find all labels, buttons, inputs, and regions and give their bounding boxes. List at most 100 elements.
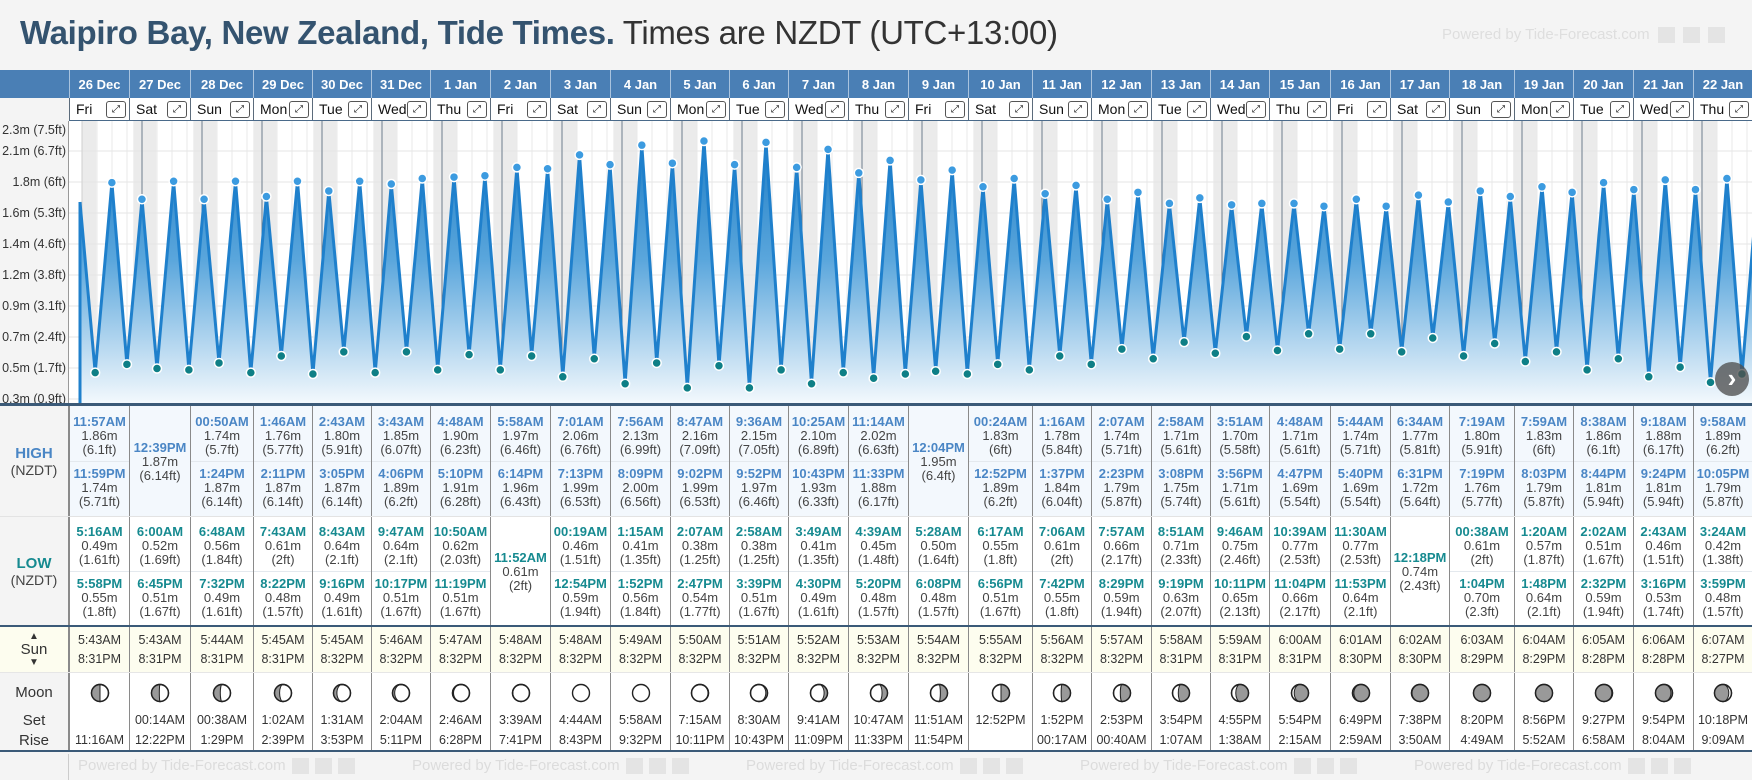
expand-day-button[interactable]: ⤢: [1009, 100, 1029, 118]
expand-day-button[interactable]: ⤢: [885, 100, 905, 118]
powered-by-watermark[interactable]: Powered by Tide-Forecast.com: [1442, 26, 1725, 43]
scroll-right-button[interactable]: ›: [1715, 362, 1749, 396]
expand-icon: ⤢: [1074, 103, 1082, 115]
high-tide-height-m: 1.85m: [382, 427, 420, 443]
high-tide-height-ft: (5.61ft): [1160, 441, 1202, 457]
arrow-logo-icon: [648, 757, 666, 774]
sunset-time: 8:32PM: [1040, 651, 1084, 666]
moon-phase-icon: [1534, 683, 1554, 703]
weekday-label: Wed: [1217, 101, 1246, 117]
low-tide-time: 8:43AM: [318, 523, 366, 539]
moonrise-time: 00:17AM: [1036, 733, 1088, 747]
high-tide-entry: 6:34AM 1.77m (5.81ft): [1391, 412, 1449, 459]
expand-day-button[interactable]: ⤢: [825, 100, 845, 118]
expand-icon: ⤢: [236, 103, 244, 115]
low-tide-height-m: 0.77m: [1342, 537, 1379, 553]
expand-day-button[interactable]: ⤢: [230, 100, 250, 118]
expand-day-button[interactable]: ⤢: [1128, 100, 1148, 118]
expand-day-button[interactable]: ⤢: [945, 100, 965, 118]
moon-phase-icon: [571, 683, 590, 703]
expand-day-button[interactable]: ⤢: [765, 100, 785, 118]
night-band: [253, 121, 262, 404]
low-tide-entry: 7:32PM 0.49m (1.61ft): [191, 570, 253, 621]
low-tide-entry: 11:52AM 0.61m (2ft): [491, 548, 550, 595]
low-tide-point: [1116, 343, 1128, 355]
footer-watermark-item[interactable]: Powered by Tide-Forecast.com: [78, 757, 355, 774]
expand-day-button[interactable]: ⤢: [106, 100, 126, 118]
sunset-time: 8:32PM: [379, 651, 423, 666]
expand-day-button[interactable]: ⤢: [1367, 100, 1387, 118]
footer-watermark-item[interactable]: Powered by Tide-Forecast.com: [412, 757, 689, 774]
expand-day-button[interactable]: ⤢: [1307, 100, 1327, 118]
moon-cell: 00:14AM 12:22PM: [129, 673, 190, 750]
sunset-time: 8:32PM: [737, 651, 781, 666]
high-tide-time: 5:58AM: [497, 413, 544, 429]
expand-day-button[interactable]: ⤢: [1610, 100, 1630, 118]
sunset-time: 8:32PM: [320, 651, 364, 666]
expand-day-button[interactable]: ⤢: [167, 100, 187, 118]
expand-day-button[interactable]: ⤢: [647, 100, 667, 118]
expand-day-button[interactable]: ⤢: [1068, 100, 1088, 118]
low-tide-cell: 8:51AM 0.71m (2.33ft) 9:19PM 0.63m (2.07ft): [1151, 517, 1210, 625]
high-tide-time: 7:13PM: [557, 465, 604, 481]
moon-cell: 1:02AM 2:39PM: [253, 673, 312, 750]
low-tide-point: [1054, 350, 1065, 362]
weekday-label: Sat: [1397, 101, 1419, 117]
high-tide-cell: 5:58AM 1.97m (6.46ft) 6:14PM 1.96m (6.43ft): [490, 406, 550, 516]
low-tide-entry: 9:16PM 0.49m (1.61ft): [313, 570, 371, 621]
low-tide-entry: 5:58PM 0.55m (1.8ft): [70, 570, 129, 621]
expand-day-button[interactable]: ⤢: [1729, 100, 1749, 118]
expand-day-button[interactable]: ⤢: [527, 100, 547, 118]
expand-day-button[interactable]: ⤢: [1670, 100, 1690, 118]
expand-day-button[interactable]: ⤢: [1550, 100, 1570, 118]
low-tide-entry: 10:11PM 0.65m (2.13ft): [1211, 570, 1269, 621]
mountain-logo-icon: [1005, 757, 1023, 774]
footer-watermark-item[interactable]: Powered by Tide-Forecast.com: [1414, 757, 1691, 774]
low-tide-height-ft: (2.1ft): [384, 551, 418, 567]
low-tide-height-ft: (2.53ft): [1339, 551, 1382, 567]
sun-row: ▲ Sun ▼ 5:43AM 8:31PM 5:43AM 8:31PM 5:44AM 8:…: [0, 627, 1752, 673]
expand-day-button[interactable]: ⤢: [1187, 100, 1207, 118]
expand-day-button[interactable]: ⤢: [587, 100, 607, 118]
title-timezone: Times are NZDT (UTC+13:00): [622, 14, 1058, 51]
expand-day-button[interactable]: ⤢: [348, 100, 368, 118]
high-tide-entry: 3:43AM 1.85m (6.07ft): [372, 412, 430, 459]
high-tide-time: 1:16AM: [1038, 413, 1086, 429]
expand-day-button[interactable]: ⤢: [706, 100, 726, 118]
high-tide-point: [1226, 199, 1237, 211]
high-tide-height-ft: (5.61ft): [1219, 493, 1261, 509]
high-tide-time: 6:31PM: [1397, 465, 1443, 481]
low-tide-point: [183, 364, 195, 376]
low-tide-entry: 8:43AM 0.64m (2.1ft): [313, 522, 371, 569]
expand-day-button[interactable]: ⤢: [467, 100, 487, 118]
high-tide-entry: 4:06PM 1.89m (6.2ft): [372, 460, 430, 511]
footer-watermark-item[interactable]: Powered by Tide-Forecast.com: [1080, 757, 1357, 774]
expand-day-button[interactable]: ⤢: [407, 100, 427, 118]
date-header-cell: 3 Jan: [550, 70, 610, 98]
footer-watermark-item[interactable]: Powered by Tide-Forecast.com: [746, 757, 1023, 774]
y-axis-line: [68, 121, 69, 404]
date-label: 13 Jan: [1160, 76, 1202, 92]
low-tide-time: 10:11PM: [1213, 575, 1267, 591]
high-tide-height-m: 1.79m: [1704, 479, 1742, 495]
low-tide-cell: 9:47AM 0.64m (2.1ft) 10:17PM 0.51m (1.67ft): [371, 517, 430, 625]
expand-icon: ⤢: [1432, 103, 1440, 115]
expand-day-button[interactable]: ⤢: [1426, 100, 1446, 118]
date-header-cell: 17 Jan: [1390, 70, 1449, 98]
expand-day-button[interactable]: ⤢: [1491, 100, 1511, 118]
expand-day-button[interactable]: ⤢: [1246, 100, 1266, 118]
weekday-label: Tue: [319, 101, 343, 117]
high-tide-cell: 9:18AM 1.88m (6.17ft) 9:24PM 1.81m (5.94ft): [1633, 406, 1693, 516]
moon-cell: 8:30AM 10:43PM: [729, 673, 788, 750]
expand-day-button[interactable]: ⤢: [289, 100, 309, 118]
low-tide-point: [369, 367, 381, 378]
high-tide-time: 3:43AM: [377, 413, 425, 429]
moon-phase-icon: [1472, 683, 1492, 703]
date-header-cell: 16 Jan: [1330, 70, 1390, 98]
low-tide-time: 6:48AM: [198, 523, 246, 539]
weekday-cell: Fri ⤢: [69, 98, 129, 120]
moonrise-time: 1:38AM: [1218, 733, 1262, 747]
sunset-time: 8:31PM: [77, 651, 122, 666]
sun-cell: 6:00AM 8:31PM: [1269, 627, 1330, 672]
date-header-cell: 29 Dec: [253, 70, 312, 98]
